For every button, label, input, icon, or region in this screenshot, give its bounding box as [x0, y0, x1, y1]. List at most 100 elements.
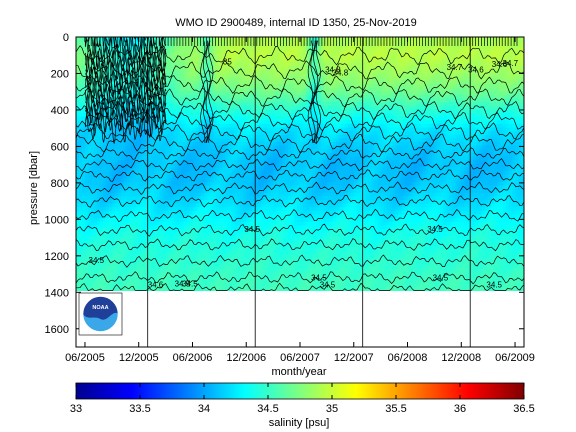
heatmap-cell	[222, 236, 226, 241]
heatmap-cell	[222, 189, 226, 194]
heatmap-cell	[150, 170, 155, 176]
heatmap-cell	[177, 40, 182, 45]
heatmap-cell	[222, 192, 226, 197]
heatmap-cell	[240, 167, 244, 172]
heatmap-cell	[240, 283, 244, 288]
heatmap-cell	[207, 58, 211, 63]
heatmap-cell	[228, 65, 232, 71]
heatmap-cell	[255, 239, 259, 244]
heatmap-cell	[282, 283, 286, 288]
heatmap-cell	[216, 84, 220, 89]
heatmap-cell	[225, 62, 229, 67]
heatmap-cell	[246, 127, 250, 132]
heatmap-cell	[156, 167, 161, 172]
heatmap-cell	[258, 58, 262, 63]
heatmap-cell	[207, 203, 211, 208]
heatmap-cell	[279, 160, 283, 165]
heatmap-cell	[78, 145, 83, 150]
heatmap-cell	[120, 192, 125, 197]
heatmap-cell	[273, 250, 277, 255]
heatmap-cell	[135, 225, 140, 230]
heatmap-cell	[81, 268, 86, 273]
heatmap-cell	[132, 152, 137, 158]
heatmap-cell	[120, 199, 125, 205]
heatmap-cell	[102, 286, 107, 291]
heatmap-cell	[126, 243, 131, 248]
heatmap-cell	[249, 279, 253, 284]
heatmap-cell	[171, 44, 176, 49]
heatmap-cell	[186, 105, 191, 111]
heatmap-cell	[201, 210, 206, 216]
heatmap-cell	[219, 62, 223, 67]
heatmap-cell	[96, 40, 101, 45]
heatmap-cell	[282, 236, 286, 241]
heatmap-cell	[105, 131, 110, 136]
heatmap-cell	[213, 65, 217, 71]
heatmap-cell	[273, 76, 277, 82]
heatmap-cell	[126, 232, 131, 237]
heatmap-cell	[204, 145, 209, 150]
heatmap-cell	[186, 142, 191, 147]
heatmap-cell	[213, 102, 217, 107]
heatmap-cell	[231, 247, 235, 252]
heatmap-cell	[96, 134, 101, 139]
heatmap-cell	[285, 214, 289, 219]
heatmap-cell	[76, 228, 80, 234]
heatmap-cell	[156, 257, 161, 263]
heatmap-cell	[210, 98, 214, 103]
heatmap-cell	[168, 196, 173, 201]
heatmap-cell	[246, 87, 250, 92]
heatmap-cell	[108, 272, 113, 277]
heatmap-cell	[102, 174, 107, 179]
heatmap-cell	[99, 84, 104, 89]
heatmap-cell	[78, 207, 83, 212]
heatmap-cell	[180, 174, 185, 179]
heatmap-cell	[123, 199, 128, 205]
heatmap-cell	[180, 127, 185, 132]
heatmap-cell	[114, 131, 119, 136]
heatmap-cell	[183, 279, 188, 284]
heatmap-cell	[129, 254, 134, 259]
heatmap-cell	[249, 91, 253, 96]
heatmap-cell	[76, 44, 80, 49]
heatmap-cell	[276, 91, 280, 96]
heatmap-cell	[207, 120, 211, 125]
heatmap-cell	[174, 178, 179, 183]
heatmap-cell	[222, 254, 226, 259]
heatmap-cell	[204, 207, 209, 212]
heatmap-cell	[138, 113, 143, 118]
heatmap-cell	[279, 84, 283, 89]
heatmap-cell	[147, 94, 152, 100]
heatmap-cell	[183, 37, 188, 42]
heatmap-cell	[162, 225, 167, 230]
heatmap-cell	[102, 236, 107, 241]
heatmap-cell	[93, 265, 98, 270]
heatmap-cell	[249, 268, 253, 273]
heatmap-cell	[237, 174, 241, 179]
heatmap-cell	[252, 145, 256, 150]
heatmap-cell	[240, 131, 244, 136]
heatmap-cell	[273, 94, 277, 100]
heatmap-cell	[183, 123, 188, 129]
heatmap-cell	[135, 163, 140, 168]
heatmap-cell	[198, 279, 203, 284]
heatmap-cell	[249, 185, 253, 190]
heatmap-cell	[279, 163, 283, 168]
heatmap-cell	[198, 47, 203, 53]
heatmap-cell	[222, 87, 226, 92]
heatmap-cell	[264, 109, 268, 114]
heatmap-cell	[216, 268, 220, 273]
heatmap-cell	[264, 65, 268, 71]
heatmap-cell	[234, 192, 238, 197]
heatmap-cell	[126, 221, 131, 226]
heatmap-cell	[186, 283, 191, 288]
heatmap-cell	[273, 152, 277, 158]
heatmap-cell	[126, 181, 131, 187]
heatmap-cell	[246, 69, 250, 74]
heatmap-cell	[168, 228, 173, 234]
heatmap-cell	[261, 105, 265, 111]
heatmap-cell	[99, 44, 104, 49]
heatmap-cell	[183, 145, 188, 150]
heatmap-cell	[144, 232, 149, 237]
heatmap-cell	[87, 55, 92, 60]
